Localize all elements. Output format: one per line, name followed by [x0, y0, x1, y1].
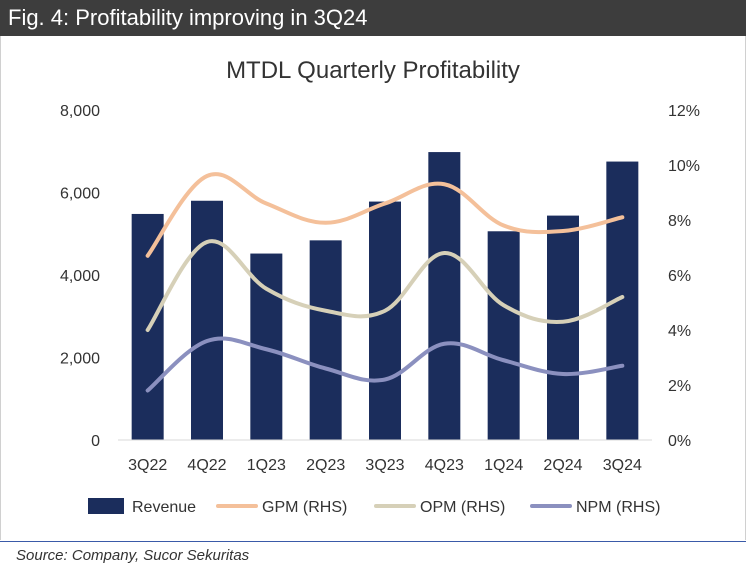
source-note: Source: Company, Sucor Sekuritas [16, 547, 250, 564]
x-axis: 3Q22 4Q22 1Q23 2Q23 3Q23 4Q23 1Q24 2Q24 3Q24 [128, 457, 642, 474]
x-tick-label: 2Q23 [306, 457, 345, 474]
legend-gpm: GPM (RHS) [216, 499, 347, 516]
revenue-bar [428, 152, 461, 440]
legend-npm: NPM (RHS) [530, 499, 660, 516]
x-tick-label: 4Q22 [187, 457, 226, 474]
right-tick-label: 0% [668, 433, 691, 450]
x-tick-label: 1Q23 [247, 457, 286, 474]
legend-label: NPM (RHS) [576, 499, 660, 516]
x-tick-label: 3Q24 [603, 457, 642, 474]
figure-title-bar: Fig. 4: Profitability improving in 3Q24 [0, 0, 746, 36]
left-tick-label: 0 [91, 433, 100, 450]
revenue-bar [487, 231, 520, 440]
right-tick-label: 4% [668, 323, 691, 340]
legend: Revenue GPM (RHS) OPM (RHS) NPM (RHS) [88, 498, 660, 516]
revenue-bar [191, 200, 223, 440]
x-tick-label: 3Q23 [365, 457, 404, 474]
x-tick-label: 3Q22 [128, 457, 167, 474]
left-tick-label: 8,000 [60, 103, 100, 120]
figure-title: Fig. 4: Profitability improving in 3Q24 [8, 5, 368, 30]
x-tick-label: 2Q24 [543, 457, 582, 474]
revenue-bar [309, 240, 342, 440]
profitability-chart: MTDL Quarterly Profitability 0 2,000 4,000… [60, 57, 700, 516]
legend-swatch [88, 498, 124, 514]
x-tick-label: 1Q24 [484, 457, 523, 474]
margin-lines [145, 172, 625, 393]
x-tick-label: 4Q23 [425, 457, 464, 474]
opm-line [145, 239, 625, 332]
legend-label: Revenue [132, 499, 196, 516]
revenue-bar [547, 215, 579, 440]
chart-title: MTDL Quarterly Profitability [226, 57, 520, 84]
legend-opm: OPM (RHS) [374, 499, 505, 516]
gpm-line [145, 172, 625, 258]
right-tick-label: 2% [668, 378, 691, 395]
revenue-bars [131, 152, 639, 440]
left-tick-label: 6,000 [60, 186, 100, 203]
legend-revenue: Revenue [88, 498, 196, 516]
npm-line [145, 336, 625, 393]
revenue-bar [369, 201, 401, 440]
left-axis: 0 2,000 4,000 6,000 8,000 [60, 103, 100, 450]
right-tick-label: 8% [668, 213, 691, 230]
left-tick-label: 4,000 [60, 268, 100, 285]
source-divider [0, 541, 746, 542]
legend-label: GPM (RHS) [262, 499, 347, 516]
left-tick-label: 2,000 [60, 351, 100, 368]
right-tick-label: 10% [668, 158, 700, 175]
right-tick-label: 12% [668, 103, 700, 120]
right-tick-label: 6% [668, 268, 691, 285]
right-axis: 0% 2% 4% 6% 8% 10% 12% [668, 103, 700, 450]
legend-label: OPM (RHS) [420, 499, 505, 516]
